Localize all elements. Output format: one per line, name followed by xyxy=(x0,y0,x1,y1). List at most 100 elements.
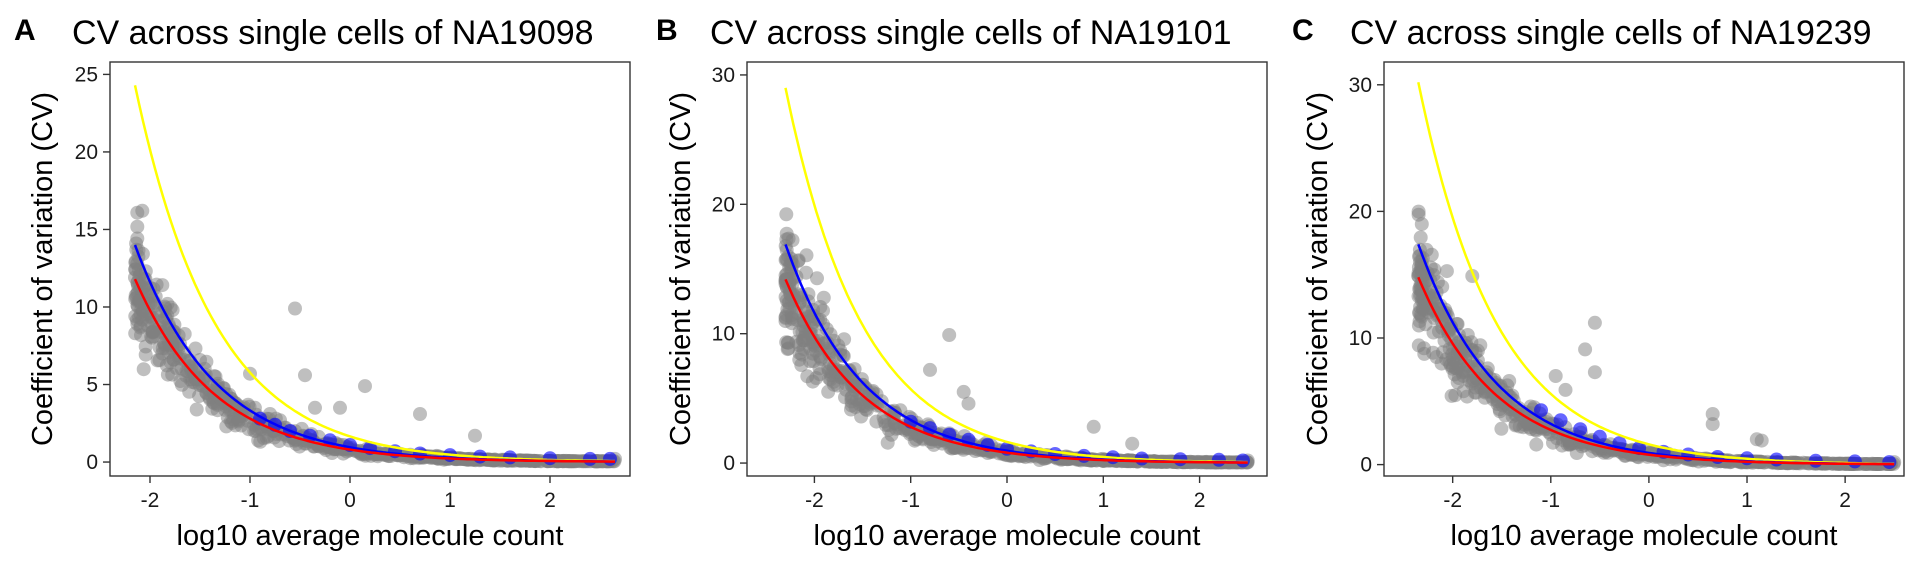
gray-point xyxy=(1427,311,1442,326)
fit-curves xyxy=(133,85,615,463)
y-tick-label: 30 xyxy=(1349,74,1372,97)
gray-point xyxy=(856,396,871,411)
y-tick-label: 20 xyxy=(712,193,735,216)
gray-point xyxy=(923,362,937,377)
gray-point xyxy=(837,332,852,347)
x-tick-label: -1 xyxy=(1541,489,1560,512)
gray-point xyxy=(135,203,150,218)
gray-point xyxy=(799,265,814,280)
blue-point xyxy=(583,451,597,466)
blue-point xyxy=(1847,454,1862,469)
panel-label: C xyxy=(1292,14,1314,47)
x-tick-label: -1 xyxy=(241,489,260,512)
gray-point xyxy=(854,409,869,424)
y-axis-title: Coefficient of variation (CV) xyxy=(1302,92,1334,446)
x-tick-label: 2 xyxy=(1194,489,1206,512)
panel-label: B xyxy=(656,14,678,47)
x-tick-label: 0 xyxy=(1001,489,1013,512)
gray-point xyxy=(128,270,142,285)
gray-point xyxy=(130,231,145,246)
x-axis-title: log10 average molecule count xyxy=(1451,520,1838,552)
gray-point xyxy=(800,369,815,384)
x-axis-ticks: -2 -1 0 1 2 xyxy=(805,476,1205,512)
panel-border xyxy=(109,61,631,477)
plot-area xyxy=(747,62,1267,476)
x-tick-label: 0 xyxy=(1643,489,1655,512)
gray-point xyxy=(1529,437,1544,452)
panel-b: -2 -1 0 1 2 0 10 20 30 log10 average molecule c… xyxy=(656,14,1268,552)
gray-point xyxy=(942,328,957,342)
gray-point xyxy=(130,219,145,234)
gray-point xyxy=(1411,269,1426,283)
title-clip: CV across single cells of NA19098 xyxy=(72,14,594,52)
gray-point xyxy=(961,396,976,411)
gray-point xyxy=(1548,369,1563,383)
gray-point xyxy=(884,427,899,442)
gray-point xyxy=(1456,363,1471,378)
panel-border xyxy=(1383,61,1905,477)
panel-title: CV across single cells of NA19239 xyxy=(1350,14,1872,52)
gray-point xyxy=(1705,417,1720,432)
y-tick-label: 20 xyxy=(75,141,98,164)
y-tick-label: 5 xyxy=(86,374,98,397)
x-tick-label: 0 xyxy=(344,489,356,512)
gray-point xyxy=(802,326,817,341)
x-tick-label: -2 xyxy=(1443,489,1462,512)
gray-point xyxy=(1412,314,1427,329)
red-curve xyxy=(784,278,1248,464)
y-axis-title: Coefficient of variation (CV) xyxy=(665,92,697,446)
gray-point xyxy=(288,301,302,316)
y-axis-title: Coefficient of variation (CV) xyxy=(27,92,59,446)
gray-point xyxy=(956,384,971,399)
x-tick-label: 1 xyxy=(444,489,456,512)
gray-point xyxy=(1417,346,1432,361)
gray-point xyxy=(1705,407,1720,421)
gray-point xyxy=(358,379,372,394)
gray-point xyxy=(1413,230,1428,245)
fit-curves xyxy=(784,87,1248,464)
blue-point xyxy=(1235,453,1250,468)
gray-point xyxy=(1578,342,1593,357)
panel-title: CV across single cells of NA19098 xyxy=(72,14,594,52)
panel-a: -2 -1 0 1 2 0 5 10 15 20 25 log10 average molecul… xyxy=(14,14,631,552)
blue-point xyxy=(1553,413,1568,428)
y-tick-label: 20 xyxy=(1349,200,1372,223)
gray-point xyxy=(1450,317,1465,332)
y-tick-label: 10 xyxy=(1349,327,1372,350)
gray-point xyxy=(1434,356,1449,371)
y-tick-label: 0 xyxy=(1360,454,1372,477)
gray-point xyxy=(136,362,151,377)
gray-point xyxy=(780,302,795,317)
gray-point xyxy=(256,431,271,445)
x-tick-label: -1 xyxy=(901,489,920,512)
gray-point xyxy=(188,363,202,378)
x-tick-label: 1 xyxy=(1097,489,1109,512)
gray-point xyxy=(1754,433,1769,448)
y-axis-ticks: 0 10 20 30 xyxy=(1349,74,1384,477)
gray-point xyxy=(1479,368,1494,383)
gray-point xyxy=(138,347,153,362)
title-clip: CV across single cells of NA19239 xyxy=(1350,14,1872,52)
gray-point xyxy=(188,341,203,356)
gray-point xyxy=(1494,421,1509,436)
blue-point xyxy=(413,446,427,461)
gray-point xyxy=(152,340,167,355)
blue-point xyxy=(1592,429,1607,444)
y-tick-label: 30 xyxy=(712,64,735,87)
blue-point xyxy=(1534,403,1548,418)
gray-point xyxy=(333,400,347,415)
gray-point xyxy=(210,397,225,412)
x-tick-label: 2 xyxy=(544,489,556,512)
blue-point xyxy=(603,451,617,466)
gray-point xyxy=(1125,436,1140,451)
gray-point xyxy=(1444,388,1459,403)
fit-curves xyxy=(1417,82,1895,466)
blue-point xyxy=(543,451,557,466)
gray-point xyxy=(779,226,794,241)
title-clip: CV across single cells of NA19101 xyxy=(710,14,1232,52)
gray-point xyxy=(845,375,860,390)
red-curve xyxy=(133,278,615,463)
blue-point xyxy=(1173,452,1188,467)
gray-point xyxy=(779,207,794,222)
